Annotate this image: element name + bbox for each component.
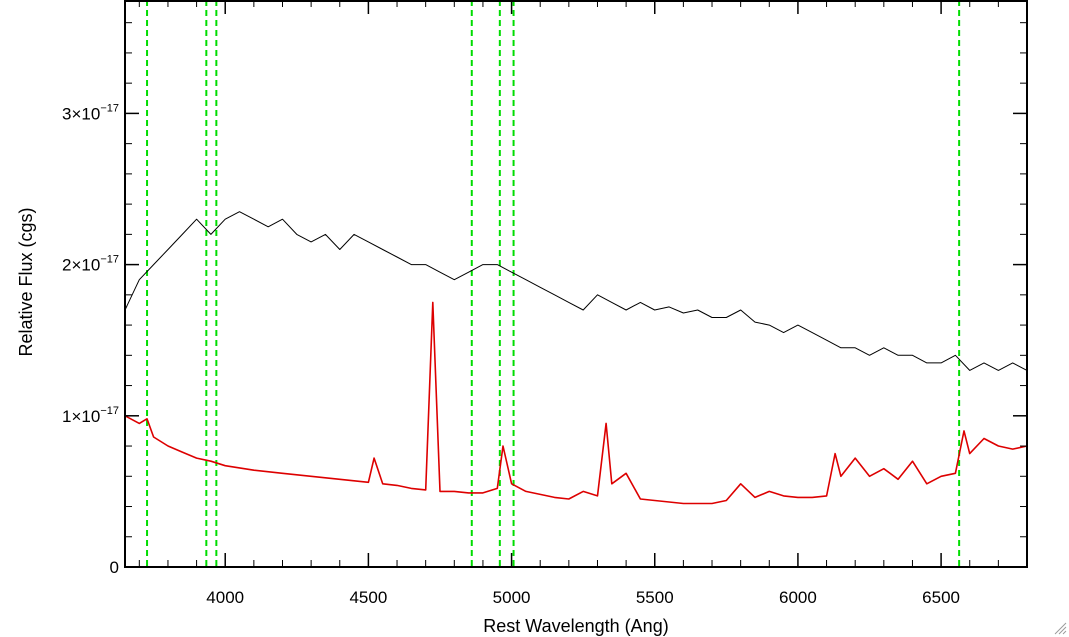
y-tick-label-3: 3×10−17: [62, 102, 119, 123]
series-1-line: [124, 301, 1028, 505]
x-tick-label-4: 6000: [779, 588, 817, 607]
y-tick-label-1: 1×10−17: [62, 405, 119, 426]
x-tick-label-5: 6500: [922, 588, 960, 607]
resize-grip-icon[interactable]: [1053, 621, 1067, 635]
plot-frame: [124, 0, 1028, 568]
y-axis-label: Relative Flux (cgs): [16, 207, 36, 356]
x-axis-label: Rest Wavelength (Ang): [483, 616, 668, 636]
y-tick-label-0: 0: [110, 558, 119, 577]
x-tick-label-1: 4500: [349, 588, 387, 607]
x-tick-label-0: 4000: [206, 588, 244, 607]
spectrum-series: [124, 211, 1028, 505]
x-axis-ticks: 4000 4500 5000 5500 6000 6500: [206, 0, 960, 607]
emission-line-markers: [146, 0, 961, 567]
series-0-line: [124, 211, 1028, 371]
x-tick-label-3: 5500: [636, 588, 674, 607]
y-axis-ticks: 0 1×10−17 2×10−17 3×10−17: [62, 102, 1027, 577]
x-tick-label-2: 5000: [493, 588, 531, 607]
y-tick-label-2: 2×10−17: [62, 254, 119, 275]
minor-ticks: [125, 0, 1028, 567]
